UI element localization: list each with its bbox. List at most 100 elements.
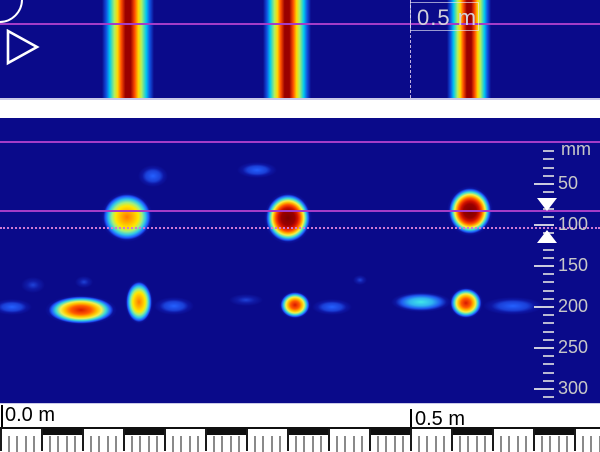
ruler-1cm-tick [73,436,76,452]
ruler-1cm-tick [598,436,600,452]
depth-unit-label: mm [561,139,591,159]
ruler-5cm-mark [369,429,371,451]
ruler-1cm-tick [221,436,224,452]
ruler-1cm-tick [360,436,363,452]
ruler-1cm-tick [582,436,585,452]
ruler-1cm-tick [237,436,240,452]
ruler-black-block [369,429,410,435]
ruler-1cm-tick [172,436,175,452]
ruler-5cm-mark [574,429,576,451]
ruler-1cm-tick [180,436,183,452]
ruler-1cm-tick [442,436,445,452]
plan-view-panel[interactable]: 0.5 m [0,0,600,100]
cross-section-panel[interactable]: mm 50 100 150 200 250 300 [0,118,600,405]
reflection-blob [138,165,168,187]
depth-tick-major [534,224,554,226]
depth-scale-label: 100 [558,214,589,234]
ruler-1cm-tick [106,436,109,452]
ruler-1cm-tick [524,436,527,452]
ruler-1cm-tick [401,436,404,452]
depth-scale-label: 50 [558,173,579,193]
ruler-1cm-tick [114,436,117,452]
ruler-1cm-tick [131,436,134,452]
plan-gridline-vertical [410,0,411,98]
depth-tick-minor [543,289,554,292]
depth-tick-minor [543,256,554,259]
reflection-blob [0,299,32,315]
reflection-blob [75,276,93,288]
depth-range-top-arrow-icon [537,198,557,211]
depth-tick-minor [543,281,554,284]
ruler-5cm-mark [533,429,535,451]
ruler-black-block [41,429,82,435]
ruler-5cm-mark [123,429,125,451]
ruler-black-block [533,429,574,435]
ruler-5cm-mark [287,429,289,451]
reflection-blob [279,291,311,319]
ruler-1cm-tick [303,436,306,452]
depth-tick-minor [543,379,554,382]
rebar-stripe [102,0,154,98]
ruler-5cm-mark [205,429,207,451]
ruler-1cm-tick [541,436,544,452]
depth-tick-minor [543,174,554,177]
depth-tick-major [534,388,554,390]
depth-tick-minor [543,150,554,153]
ruler-1cm-tick [32,436,35,452]
ruler-black-block [205,429,246,435]
ruler-5cm-mark [0,429,2,451]
ruler-1cm-tick [196,436,199,452]
ruler-1cm-tick [565,436,568,452]
ruler-1cm-tick [139,436,142,452]
ruler-1cm-tick [434,436,437,452]
depth-tick-minor [543,297,554,300]
ruler-start-label: 0.0 m [5,404,56,426]
ruler-1cm-tick [426,436,429,452]
ruler-1cm-tick [508,436,511,452]
ruler-1cm-tick [311,436,314,452]
ruler-1cm-tick [549,436,552,452]
ruler-1cm-tick [254,436,257,452]
depth-scale-label: 200 [558,296,589,316]
ruler-1cm-tick [459,436,462,452]
ruler-5cm-mark [246,429,248,451]
ruler-1cm-tick [336,436,339,452]
ruler-1cm-tick [147,436,150,452]
ruler-1cm-tick [188,436,191,452]
ruler-1cm-tick [557,436,560,452]
ruler-1cm-tick [98,436,101,452]
ruler-1cm-tick [483,436,486,452]
ruler-1cm-tick [385,436,388,452]
depth-tick-minor [543,215,554,218]
ruler-1cm-tick [500,436,503,452]
depth-tick-minor [543,158,554,161]
depth-tick-minor [543,166,554,169]
reflection-blob [45,295,117,325]
ruler-1cm-tick [418,436,421,452]
rebar-stripe [447,0,491,98]
depth-range-bottom-arrow-icon [537,230,557,243]
ruler-1cm-tick [16,436,19,452]
depth-tick-minor [543,355,554,358]
reflection-blob [483,297,543,315]
ruler-1cm-tick [262,436,265,452]
depth-marker-line-dashed [0,227,600,229]
reflection-blob [237,162,277,178]
depth-tick-minor [543,371,554,374]
ruler-1cm-tick [516,436,519,452]
depth-tick-major [534,265,554,267]
depth-scale-label: 250 [558,337,589,357]
scan-origin-arc-icon [0,0,23,23]
ruler-1cm-tick [278,436,281,452]
ruler-black-block [451,429,492,435]
reflection-blob [391,292,451,312]
ruler-1cm-tick [467,436,470,452]
ruler-1cm-tick [352,436,355,452]
ruler-1cm-tick [213,436,216,452]
ruler-1cm-tick [8,436,11,452]
ruler-strip [0,427,600,452]
ruler-1cm-tick [65,436,68,452]
ruler-1cm-tick [49,436,52,452]
ruler-1cm-tick [475,436,478,452]
